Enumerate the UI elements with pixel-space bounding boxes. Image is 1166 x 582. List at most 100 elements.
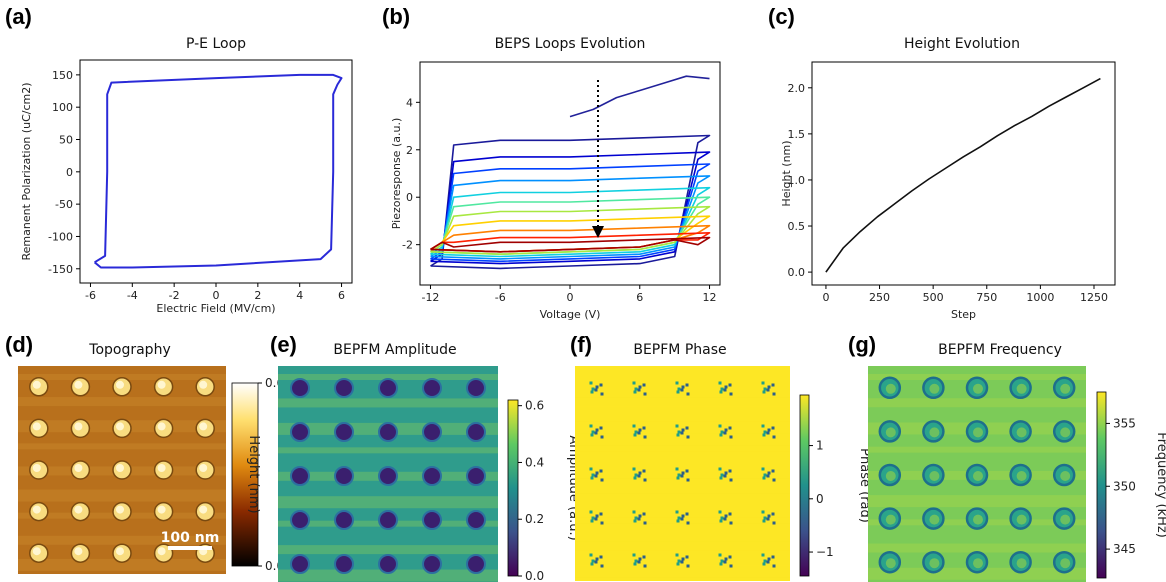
feature-highlight: [199, 422, 208, 431]
feature-highlight: [116, 505, 124, 514]
phase-speckle: [590, 390, 594, 394]
phase-speckle: [771, 383, 775, 387]
feature-highlight: [116, 380, 124, 389]
phase-speckle: [719, 433, 723, 437]
panel-letter: (e): [270, 332, 297, 357]
phase-speckle: [676, 562, 680, 566]
phase-speckle: [599, 383, 603, 387]
phase-speckle: [643, 435, 647, 439]
series-line: [430, 205, 711, 255]
phase-speckle: [723, 517, 727, 521]
feature-highlight: [32, 380, 41, 389]
phase-speckle: [686, 521, 690, 525]
phase-speckle: [680, 560, 684, 564]
x-tick-label: -6: [85, 289, 96, 302]
chart-title: Height Evolution: [904, 36, 1020, 52]
phase-speckle: [642, 426, 646, 430]
phase-speckle: [637, 388, 641, 392]
feature-highlight: [157, 464, 166, 472]
feature-dot: [466, 466, 486, 486]
colorbar-tick-label: 345: [1113, 542, 1136, 556]
feature-highlight: [32, 505, 41, 514]
phase-speckle: [720, 516, 724, 520]
feature-core: [885, 558, 896, 569]
y-tick-label: -150: [48, 263, 73, 276]
image-map: [868, 366, 1086, 582]
feature-dot: [378, 466, 398, 486]
chart-title: BEPFM Amplitude: [333, 342, 456, 358]
feature-highlight: [74, 464, 83, 472]
phase-speckle: [686, 435, 690, 439]
phase-speckle: [728, 426, 732, 430]
phase-speckle: [686, 392, 690, 396]
feature-core: [1060, 427, 1071, 438]
y-axis-label: Remanent Polarization (uC/cm2): [20, 82, 33, 260]
feature-dot: [466, 378, 486, 398]
phase-speckle: [675, 553, 679, 557]
colorbar-tick-label: 350: [1113, 479, 1136, 493]
feature-core: [1016, 514, 1027, 525]
series-line: [430, 134, 711, 270]
phase-speckle: [723, 431, 727, 435]
feature-dot: [334, 510, 354, 530]
series-line: [430, 175, 711, 260]
phase-speckle: [771, 512, 775, 516]
phase-speckle: [718, 424, 722, 428]
phase-speckle: [724, 514, 728, 518]
phase-speckle: [594, 431, 598, 435]
x-tick-label: 500: [923, 291, 944, 304]
phase-speckle: [595, 514, 599, 518]
phase-speckle: [589, 553, 593, 557]
chart-title: BEPS Loops Evolution: [495, 36, 646, 52]
x-tick-label: 0: [213, 289, 220, 302]
phase-speckle: [771, 426, 775, 430]
feature-dot: [378, 378, 398, 398]
colorbar-tick-label: 0.2: [525, 512, 544, 526]
phase-speckle: [594, 560, 598, 564]
image-texture: [868, 398, 1086, 408]
phase-speckle: [719, 390, 723, 394]
phase-speckle: [763, 387, 767, 391]
feature-core: [973, 427, 983, 438]
feature-core: [929, 514, 940, 525]
x-tick-label: 1250: [1080, 291, 1108, 304]
phase-speckle: [763, 430, 767, 434]
phase-speckle: [761, 553, 765, 557]
phase-speckle: [637, 474, 641, 478]
phase-speckle: [729, 478, 733, 482]
phase-speckle: [728, 555, 732, 559]
phase-speckle: [729, 435, 733, 439]
image-texture: [278, 496, 498, 509]
axes-frame: [79, 59, 353, 284]
phase-speckle: [685, 469, 689, 473]
phase-speckle: [637, 517, 641, 521]
phase-speckle: [633, 390, 637, 394]
colorbar-label: Frequency (kHz): [1154, 432, 1166, 538]
image-texture: [575, 541, 790, 551]
feature-dot: [422, 466, 442, 486]
phase-speckle: [719, 476, 723, 480]
image-map: [18, 366, 226, 574]
phase-speckle: [766, 560, 770, 564]
phase-speckle: [729, 521, 733, 525]
phase-speckle: [677, 387, 681, 391]
feature-core: [1060, 471, 1071, 481]
image-texture: [575, 565, 790, 578]
phase-speckle: [599, 512, 603, 516]
feature-core: [1060, 558, 1071, 569]
image-texture: [18, 558, 226, 571]
phase-speckle: [590, 562, 594, 566]
phase-speckle: [719, 519, 723, 523]
panel-letter: (a): [5, 4, 32, 29]
image-texture: [18, 489, 226, 502]
phase-speckle: [767, 428, 771, 432]
phase-speckle: [633, 519, 637, 523]
feature-dot: [334, 466, 354, 486]
phase-speckle: [632, 510, 636, 514]
phase-speckle: [591, 387, 595, 391]
phase-speckle: [677, 473, 681, 477]
feature-core: [973, 383, 983, 394]
panel-letter: (b): [382, 4, 410, 29]
phase-speckle: [719, 562, 723, 566]
feature-dot: [422, 378, 442, 398]
